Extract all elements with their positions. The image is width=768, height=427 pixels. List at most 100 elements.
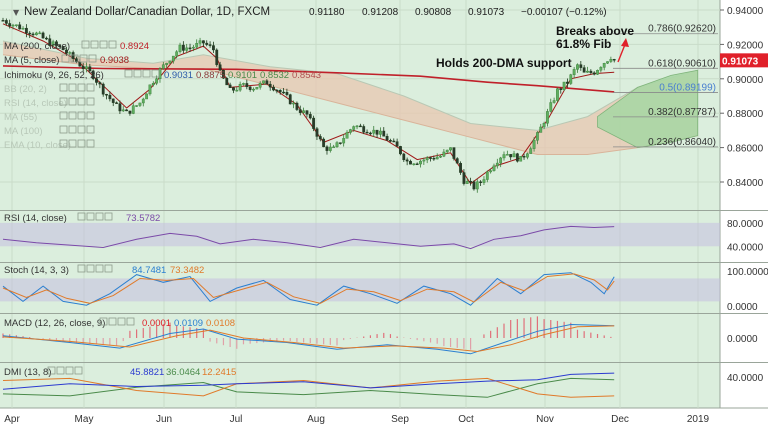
candle-body	[609, 59, 613, 62]
legend-control-icon	[104, 212, 113, 221]
candle-body	[552, 100, 556, 103]
candle-body	[338, 142, 342, 144]
macd-tick: 0.0000	[727, 334, 758, 345]
last-price-badge	[720, 53, 768, 68]
candle-body	[592, 72, 596, 75]
candle-body	[135, 105, 138, 107]
annotation-arrow-head	[621, 38, 629, 47]
candle-body	[395, 141, 399, 147]
candle-body	[318, 136, 322, 140]
candle-body	[358, 125, 362, 128]
sub-series-line	[2, 225, 615, 250]
candle-body	[235, 89, 239, 92]
ohlc-value: 0.91180	[309, 7, 345, 18]
candle-body	[195, 43, 199, 48]
legend-control-icon	[77, 97, 86, 106]
candle-body	[4, 20, 8, 24]
legend-control-icon	[108, 317, 117, 326]
candle-body	[495, 162, 499, 167]
time-axis[interactable]	[0, 408, 720, 427]
legend-control-icon	[124, 69, 133, 78]
candle-body	[218, 64, 222, 71]
candle-body	[399, 146, 402, 155]
candle-body	[332, 146, 336, 149]
candle-body	[11, 24, 15, 27]
candle-body	[405, 159, 409, 162]
candle-body	[191, 46, 195, 49]
candle-body	[258, 82, 262, 88]
candlestick-series	[1, 17, 616, 193]
candle-body	[55, 41, 58, 46]
candle-body	[28, 32, 32, 35]
legend-control-icon	[61, 54, 70, 63]
candle-body	[91, 70, 95, 79]
candle-body	[542, 122, 546, 128]
legend-control-icon	[142, 69, 151, 78]
legend-control-icon	[68, 125, 77, 134]
legend-hidden-name: BB (20, 2)	[4, 84, 47, 95]
candle-body	[141, 98, 145, 104]
candle-body	[238, 83, 242, 91]
candle-body	[35, 32, 38, 36]
candle-body	[155, 78, 159, 84]
legend-ichimoku-value: 0.8875	[196, 70, 225, 81]
candle-body	[519, 156, 523, 162]
legend-control-icon	[95, 212, 104, 221]
price-tick-label: 0.88000	[727, 109, 764, 120]
time-tick-label: May	[75, 414, 94, 425]
price-axis[interactable]	[720, 0, 768, 408]
candle-body	[539, 126, 543, 133]
legend-control-icon	[126, 317, 135, 326]
legend-control-icon	[47, 366, 56, 375]
candle-body	[88, 66, 92, 72]
legend-ichimoku-value: 0.8532	[260, 70, 289, 81]
candle-body	[272, 86, 275, 91]
candle-body	[579, 64, 583, 68]
candle-body	[459, 163, 462, 173]
candle-body	[469, 180, 472, 183]
candle-body	[161, 64, 165, 69]
candle-body	[515, 153, 519, 162]
candle-body	[612, 59, 616, 61]
candle-body	[455, 158, 459, 164]
cloud-fill	[3, 41, 698, 155]
candle-body	[485, 171, 489, 180]
candle-body	[385, 136, 389, 141]
legend-hidden-name: MA (55)	[4, 112, 37, 123]
candle-body	[562, 81, 566, 90]
candle-body	[178, 44, 182, 52]
candle-body	[348, 129, 352, 133]
candle-body	[512, 153, 516, 158]
candle-body	[242, 83, 245, 85]
legend-control-icon	[86, 139, 95, 148]
fib-label: 0.5(0.89199)	[659, 83, 716, 94]
candle-body	[409, 160, 412, 165]
candle-body	[105, 94, 108, 96]
legend-hidden-name: RSI (14, close)	[4, 98, 67, 109]
legend-control-icon	[68, 139, 77, 148]
candle-body	[18, 24, 22, 30]
sub-series-line	[2, 377, 615, 398]
legend-control-icon	[88, 54, 97, 63]
price-tick-label: 0.84000	[727, 178, 764, 189]
candle-body	[95, 78, 98, 83]
time-tick-label: Jun	[156, 414, 172, 425]
sub-panes	[0, 222, 720, 398]
time-tick-label: Nov	[536, 414, 554, 425]
legend-control-icon	[70, 54, 79, 63]
candle-body	[472, 181, 476, 190]
candle-body	[98, 82, 102, 85]
candle-body	[475, 181, 479, 190]
candle-body	[402, 153, 406, 161]
candle-body	[275, 89, 279, 92]
candle-body	[298, 109, 302, 113]
candle-body	[138, 102, 142, 106]
legend-ma200-name: MA (200, close)	[4, 41, 70, 52]
candle-body	[569, 74, 573, 84]
candle-body	[262, 80, 265, 84]
legend-ichimoku-value: 0.9101	[228, 70, 257, 81]
legend-control-icon	[77, 212, 86, 221]
candle-body	[181, 44, 185, 51]
legend-control-icon	[65, 366, 74, 375]
